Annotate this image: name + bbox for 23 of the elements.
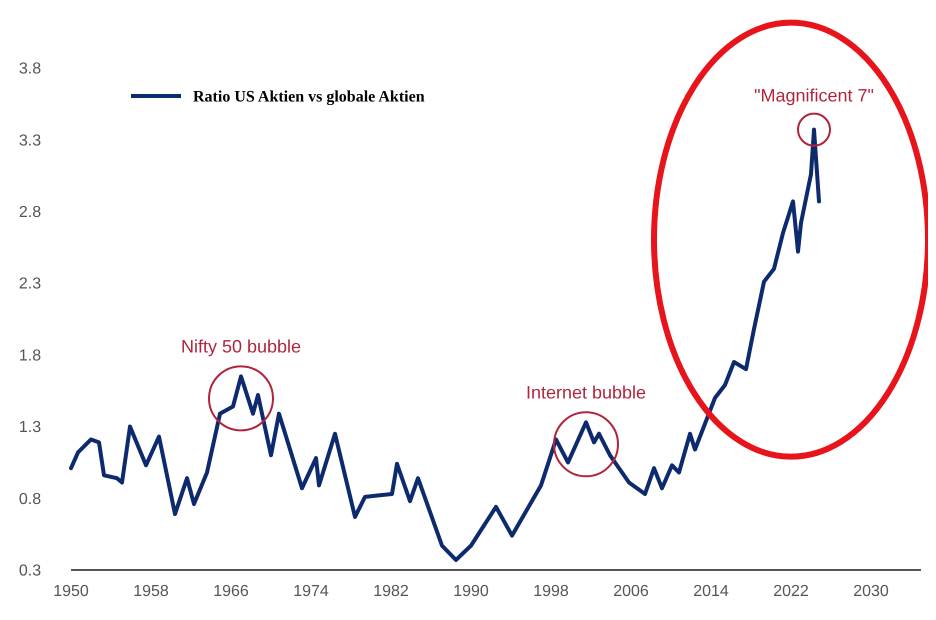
x-tick-label: 1982 [373, 583, 409, 600]
y-tick-label: 3.8 [18, 60, 42, 78]
y-tick-label: 1.8 [18, 347, 42, 364]
annotation: Internet bubble [526, 382, 646, 402]
x-tick-label: 2030 [853, 583, 889, 600]
y-tick-label: 2.3 [18, 276, 42, 293]
x-tick-label: 1958 [133, 583, 169, 600]
annotation: "Magnificent 7" [754, 86, 874, 106]
y-tick-label: 3.3 [18, 132, 42, 150]
x-tick-label: 1966 [213, 583, 249, 600]
x-tick-label: 1950 [53, 583, 89, 600]
x-tick-label: 1974 [293, 583, 329, 600]
x-tick-label: 1990 [453, 583, 489, 600]
y-tick-label: 1.3 [18, 419, 42, 436]
x-tick-label: 2006 [613, 583, 649, 600]
x-tick-label: 2022 [773, 583, 809, 600]
legend-label: Ratio US Aktien vs globale Aktien [193, 88, 425, 106]
y-tick-label: 0.3 [18, 562, 42, 580]
annotation: Nifty 50 bubble [180, 336, 302, 356]
x-tick-label: 2014 [693, 583, 729, 600]
x-tick-label: 1998 [533, 583, 569, 600]
y-tick-label: 2.8 [18, 204, 42, 222]
y-tick-label: 0.8 [18, 490, 42, 508]
